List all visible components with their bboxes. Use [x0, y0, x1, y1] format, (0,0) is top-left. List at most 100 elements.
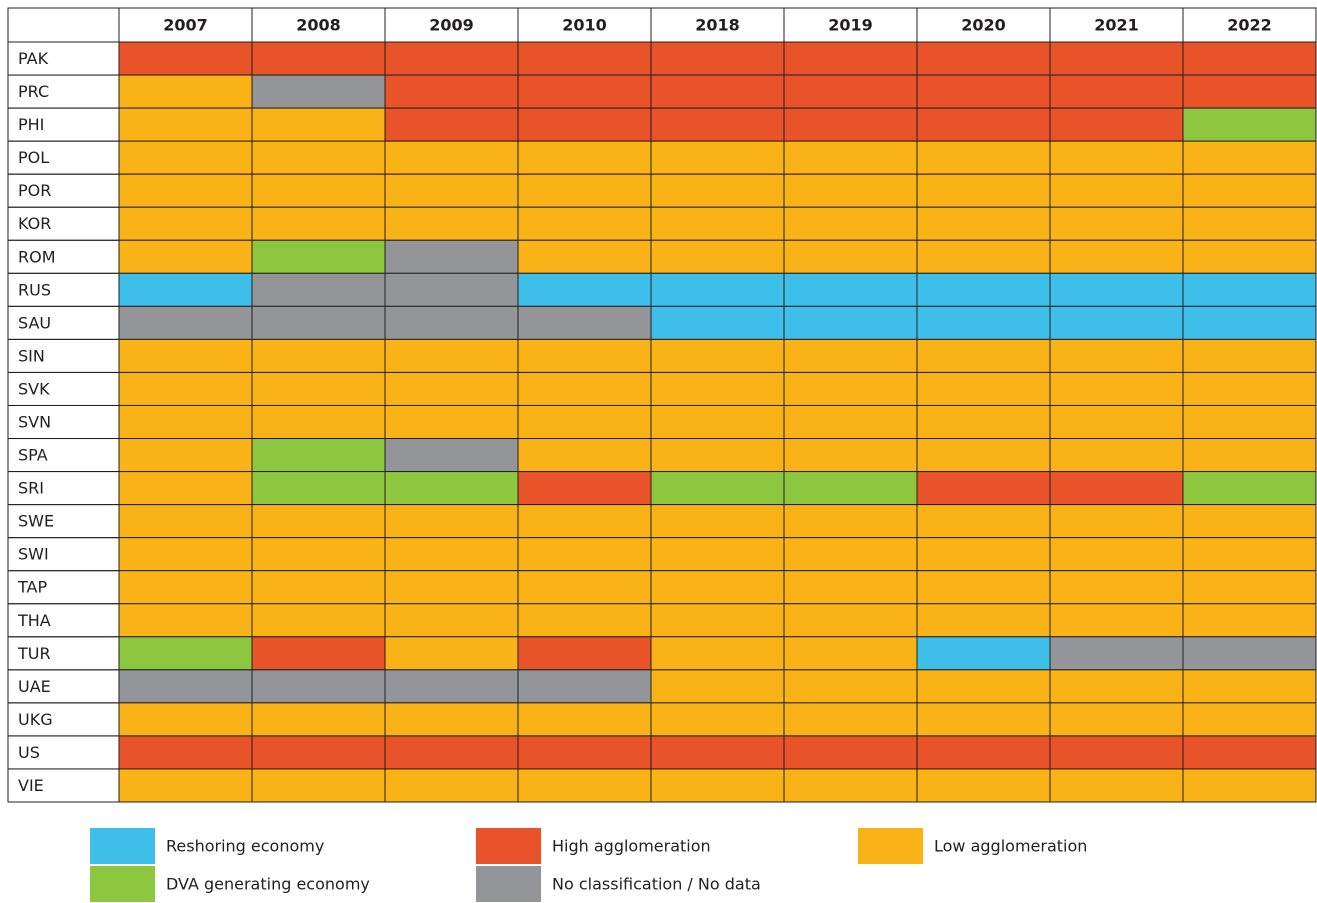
cell [118, 371, 253, 406]
cell [1049, 471, 1184, 506]
cell [251, 272, 386, 307]
cell [1049, 272, 1184, 307]
cell [118, 537, 253, 572]
cell [517, 504, 652, 539]
corner-cell [7, 7, 120, 43]
cell [1182, 305, 1317, 340]
cell [650, 603, 785, 638]
column-label: 2019 [828, 16, 873, 35]
cell [251, 173, 386, 208]
cell [650, 305, 785, 340]
legend-swatch [476, 828, 541, 864]
cell [783, 338, 918, 373]
cell [783, 107, 918, 142]
cell [517, 636, 652, 671]
cell [650, 404, 785, 440]
cell [517, 438, 652, 473]
cell [916, 504, 1051, 539]
cell [650, 173, 785, 208]
row-label: POR [18, 181, 51, 200]
cell [384, 438, 519, 473]
cell [118, 603, 253, 638]
cell [118, 74, 253, 109]
cell [650, 41, 785, 76]
cell [1182, 338, 1317, 373]
cell [118, 206, 253, 241]
cell [517, 537, 652, 572]
cell [916, 41, 1051, 76]
cell [1182, 107, 1317, 142]
cell [251, 371, 386, 406]
cell [1049, 173, 1184, 208]
cell [916, 537, 1051, 572]
cell [251, 570, 386, 605]
cell [1049, 371, 1184, 406]
cell [251, 140, 386, 175]
cell [1182, 570, 1317, 605]
cell [783, 404, 918, 440]
row-label: SWE [18, 512, 54, 531]
cell [783, 41, 918, 76]
cell [650, 669, 785, 704]
cell [1049, 768, 1184, 803]
cell [916, 669, 1051, 704]
cell [1182, 504, 1317, 539]
cell [1049, 636, 1184, 671]
cell [916, 140, 1051, 175]
row-label: UAE [18, 677, 51, 696]
cell [251, 404, 386, 440]
cell [1049, 537, 1184, 572]
cell [783, 74, 918, 109]
cell [517, 404, 652, 440]
cell [650, 471, 785, 506]
row-label: PAK [18, 49, 49, 68]
row-label: UKG [18, 710, 53, 729]
cell [650, 74, 785, 109]
cell [384, 702, 519, 737]
cell [783, 537, 918, 572]
cell [1049, 603, 1184, 638]
cell [517, 735, 652, 770]
cell [118, 239, 253, 274]
row-label: SVK [18, 379, 50, 398]
cell [1182, 768, 1317, 803]
cell [783, 272, 918, 307]
cell [118, 41, 253, 76]
cell [1182, 636, 1317, 671]
cell [251, 74, 386, 109]
cell [1182, 173, 1317, 208]
legend-label: Reshoring economy [166, 837, 324, 856]
cell [118, 404, 253, 440]
cell [118, 570, 253, 605]
row-label: TUR [17, 644, 51, 663]
row-label: RUS [18, 280, 51, 299]
cell [1182, 702, 1317, 737]
cell [1182, 140, 1317, 175]
cell [1049, 74, 1184, 109]
cell [783, 239, 918, 274]
cell [251, 338, 386, 373]
cell [1049, 735, 1184, 770]
cell [1182, 537, 1317, 572]
cell [517, 206, 652, 241]
row-label: POL [18, 148, 49, 167]
cell [1182, 74, 1317, 109]
row-label: TAP [17, 578, 47, 597]
cell [916, 404, 1051, 440]
row-label: VIE [18, 776, 44, 795]
cell [783, 504, 918, 539]
cell [251, 768, 386, 803]
cell [384, 669, 519, 704]
cell [783, 636, 918, 671]
cell [650, 272, 785, 307]
column-label: 2022 [1227, 16, 1272, 35]
column-label: 2009 [429, 16, 474, 35]
cell [251, 735, 386, 770]
column-label: 2008 [296, 16, 341, 35]
cell [251, 239, 386, 274]
cell [650, 636, 785, 671]
cell [384, 107, 519, 142]
cell [517, 74, 652, 109]
